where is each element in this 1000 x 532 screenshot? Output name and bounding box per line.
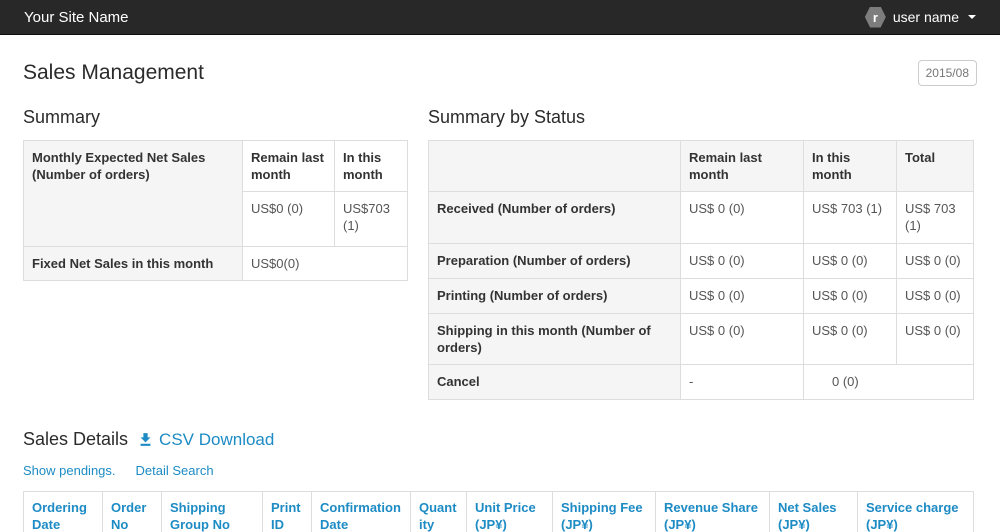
col-header-quantity[interactable]: Quantity — [410, 491, 467, 532]
col-header-confirmation-date[interactable]: Confirmation Date — [311, 491, 411, 532]
summary-table: Monthly Expected Net Sales (Number of or… — [23, 140, 408, 281]
status-row-label: Received (Number of orders) — [428, 191, 681, 244]
summary-value-remain: US$0 (0) — [242, 191, 335, 247]
user-avatar-icon: r — [864, 6, 886, 28]
summary-fixed-value: US$0(0) — [242, 246, 408, 281]
top-navbar: Your Site Name r user name — [0, 0, 1000, 35]
status-col-header: In this month — [803, 140, 897, 192]
csv-download-label: CSV Download — [159, 429, 275, 449]
status-value: - — [680, 364, 804, 400]
col-header-unit-price[interactable]: Unit Price (JP¥) — [466, 491, 553, 532]
status-row-label: Printing (Number of orders) — [428, 278, 681, 314]
chevron-down-icon — [968, 15, 976, 19]
site-name-link[interactable]: Your Site Name — [24, 8, 129, 26]
col-header-ordering-date[interactable]: Ordering Date — [23, 491, 103, 532]
user-name-label: user name — [892, 9, 959, 25]
status-corner-cell — [428, 140, 681, 192]
summary-col-header: Remain last month — [242, 140, 335, 192]
status-value: US$ 0 (0) — [896, 243, 974, 279]
summary-by-status-section: Summary by Status Remain last month In t… — [428, 107, 974, 400]
detail-search-link[interactable]: Detail Search — [135, 463, 214, 478]
status-value: US$ 0 (0) — [803, 243, 897, 279]
status-row-shipping: Shipping in this month (Number of orders… — [428, 313, 974, 365]
user-menu-button[interactable]: r user name — [864, 6, 976, 28]
month-selector[interactable]: 2015/08 — [917, 60, 977, 86]
status-col-header: Total — [896, 140, 974, 192]
summary-col-header: In this month — [334, 140, 408, 192]
summary-row-label: Monthly Expected Net Sales (Number of or… — [23, 140, 243, 247]
status-row-label: Preparation (Number of orders) — [428, 243, 681, 279]
sales-details-table: Ordering Date Order No Shipping Group No… — [23, 491, 974, 532]
summary-heading: Summary — [23, 107, 101, 127]
status-row-printing: Printing (Number of orders) US$ 0 (0) US… — [428, 278, 974, 314]
title-row: Sales Management 2015/08 — [23, 60, 977, 86]
status-value: US$ 0 (0) — [896, 278, 974, 314]
status-value: US$ 0 (0) — [680, 243, 804, 279]
status-row-label: Shipping in this month (Number of orders… — [428, 313, 681, 365]
avatar-letter: r — [872, 9, 878, 25]
status-value: US$ 0 (0) — [803, 278, 897, 314]
status-value: US$ 0 (0) — [680, 313, 804, 365]
col-header-print-id[interactable]: Print ID — [262, 491, 312, 532]
status-value: 0 (0) — [803, 364, 974, 400]
col-header-service-charge[interactable]: Service charge (JP¥) — [857, 491, 974, 532]
csv-download-link[interactable]: CSV Download — [137, 430, 274, 450]
status-value: US$ 703 (1) — [896, 191, 974, 244]
show-pendings-link[interactable]: Show pendings. — [23, 463, 116, 478]
col-header-net-sales[interactable]: Net Sales (JP¥) — [769, 491, 858, 532]
summary-row-label: Fixed Net Sales in this month — [23, 246, 243, 281]
col-header-shipping-fee[interactable]: Shipping Fee (JP¥) — [552, 491, 656, 532]
status-value: US$ 0 (0) — [680, 191, 804, 244]
status-col-header: Remain last month — [680, 140, 804, 192]
col-header-revenue-share[interactable]: Revenue Share (JP¥) — [655, 491, 770, 532]
status-row-cancel: Cancel - 0 (0) — [428, 364, 974, 400]
download-icon — [140, 433, 151, 446]
status-row-label: Cancel — [428, 364, 681, 400]
summary-value-in-month: US$703 (1) — [334, 191, 408, 247]
summary-by-status-table: Remain last month In this month Total Re… — [428, 140, 974, 400]
status-value: US$ 0 (0) — [896, 313, 974, 365]
summary-by-status-heading: Summary by Status — [428, 107, 586, 127]
col-header-order-no[interactable]: Order No — [102, 491, 162, 532]
status-row-received: Received (Number of orders) US$ 0 (0) US… — [428, 191, 974, 244]
page-title: Sales Management — [23, 61, 204, 84]
status-value: US$ 0 (0) — [803, 313, 897, 365]
sales-details-heading: Sales Details — [23, 429, 129, 449]
status-row-preparation: Preparation (Number of orders) US$ 0 (0)… — [428, 243, 974, 279]
status-value: US$ 0 (0) — [680, 278, 804, 314]
col-header-shipping-group-no[interactable]: Shipping Group No — [161, 491, 263, 532]
status-value: US$ 703 (1) — [803, 191, 897, 244]
summary-section: Summary Monthly Expected Net Sales (Numb… — [23, 107, 408, 281]
